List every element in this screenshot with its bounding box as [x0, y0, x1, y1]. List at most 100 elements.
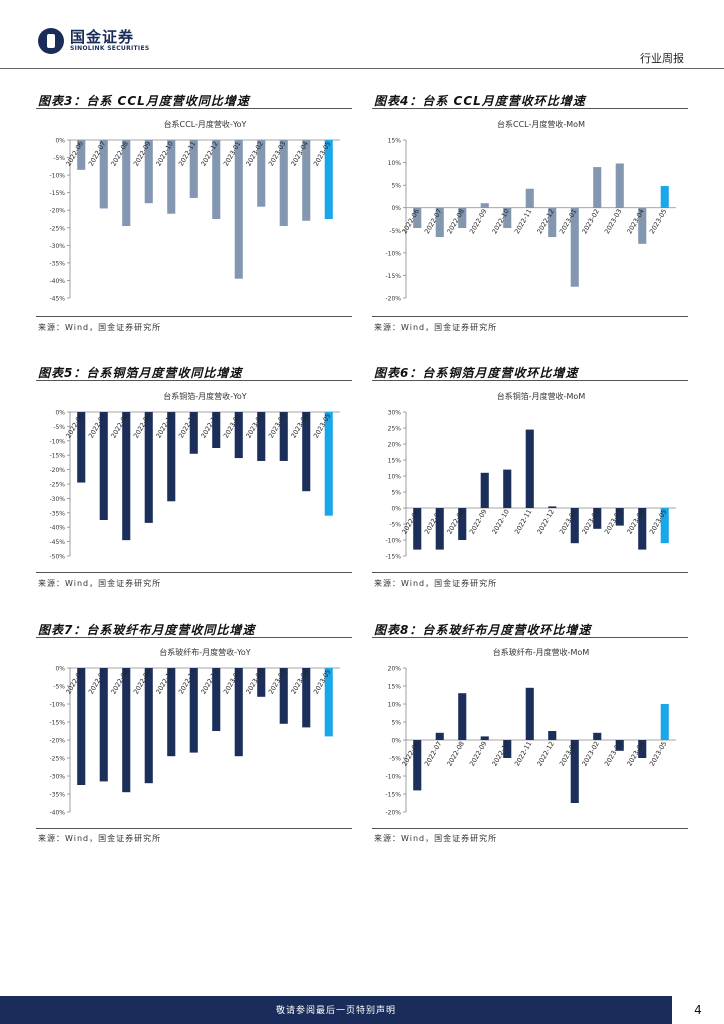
bar-2023-01 [570, 740, 579, 803]
figure-3-chart: 台系CCL-月度营收-YoY -45% -40% -35% -30% -25% -20% -1… [49, 119, 340, 303]
figure-5-source-line [36, 572, 352, 573]
y-tick-label: -35% [49, 510, 65, 517]
bar-2022-09 [144, 668, 153, 784]
y-tick-label: -45% [49, 296, 65, 303]
bar-2022-09 [480, 736, 489, 740]
bar-2023-05 [324, 668, 333, 737]
x-tick-label: 2022-09 [468, 740, 489, 768]
bar-2022-06 [413, 740, 422, 791]
figure-8-source-line [372, 828, 688, 829]
figure-7-title: 图表7：台系玻纤布月度营收同比增速 [38, 623, 256, 637]
bar-2022-08 [458, 693, 467, 740]
figure-4-title: 图表4：台系 CCL月度营收环比增速 [374, 94, 586, 108]
bar-2022-08 [458, 508, 467, 540]
bar-2022-08 [458, 207, 467, 229]
bar-2022-10 [167, 412, 176, 502]
bar-2022-10 [167, 140, 176, 214]
y-tick-label: -10% [49, 173, 65, 180]
chart-title: 台系CCL-月度营收-MoM [497, 119, 585, 129]
bar-2022-07 [99, 412, 108, 520]
bar-2022-12 [548, 207, 557, 238]
bar-2022-11 [525, 188, 534, 208]
figure-8-source: 来源：Wind，国金证券研究所 [374, 834, 498, 843]
bar-2023-04 [302, 412, 311, 492]
y-tick-label: -20% [49, 738, 65, 745]
figure-8-title: 图表8：台系玻纤布月度营收环比增速 [374, 623, 592, 637]
y-tick-label: -5% [53, 684, 65, 691]
header-divider [0, 68, 724, 69]
y-tick-label: -10% [49, 702, 65, 709]
sinolink-logo-icon [38, 28, 64, 54]
figure-3-title-line [36, 108, 352, 109]
y-tick-label: -15% [385, 273, 401, 280]
bar-2022-11 [525, 687, 534, 740]
brand-logo: 国金证券 SINOLINK SECURITIES [38, 28, 149, 54]
bar-2022-07 [99, 668, 108, 782]
bar-2023-02 [593, 508, 602, 529]
x-tick-label: 2022-08 [445, 740, 466, 768]
bar-2023-04 [302, 668, 311, 728]
y-tick-label: -15% [385, 792, 401, 799]
figure-4-title-line [372, 108, 688, 109]
figure-5-title-line [36, 380, 352, 381]
x-tick-label: 2022-07 [423, 740, 444, 768]
bar-2023-04 [638, 740, 647, 758]
bar-2022-07 [435, 508, 444, 550]
bar-2023-03 [615, 163, 624, 208]
chart-title: 台系玻纤布-月度营收-YoY [159, 647, 250, 657]
bar-2022-12 [548, 731, 557, 740]
x-tick-label: 2023-05 [648, 208, 669, 236]
bar-2023-03 [615, 508, 624, 526]
bar-2023-05 [324, 412, 333, 516]
y-tick-label: 5% [391, 183, 401, 190]
chart-title: 台系玻纤布-月度营收-MoM [493, 647, 590, 657]
bar-2022-11 [189, 668, 198, 753]
bar-2023-02 [593, 167, 602, 208]
bar-2022-12 [212, 668, 221, 731]
figure-6-source-line [372, 572, 688, 573]
y-tick-label: 0% [55, 138, 65, 145]
x-tick-label: 2022-09 [468, 208, 489, 236]
bar-2022-07 [435, 732, 444, 740]
bar-2022-12 [548, 506, 557, 508]
y-tick-label: -50% [49, 554, 65, 561]
x-tick-label: 2022-09 [468, 508, 489, 536]
bar-2023-01 [234, 668, 243, 757]
page-number: 4 [694, 1003, 702, 1017]
bar-2022-07 [99, 140, 108, 209]
bar-2022-09 [480, 472, 489, 508]
x-tick-label: 2022-11 [513, 208, 534, 236]
bar-2023-04 [302, 140, 311, 221]
y-tick-label: 10% [388, 474, 402, 481]
y-tick-label: -10% [385, 250, 401, 257]
bar-2022-11 [189, 140, 198, 198]
figure-6-title-line [372, 380, 688, 381]
y-tick-label: 5% [391, 720, 401, 727]
bar-2022-08 [122, 412, 131, 541]
bar-2023-04 [638, 508, 647, 550]
y-tick-label: 0% [391, 205, 401, 212]
x-tick-label: 2022-10 [490, 508, 511, 536]
bar-2023-02 [257, 140, 266, 207]
figure-3-source: 来源：Wind，国金证券研究所 [38, 323, 162, 332]
y-tick-label: 5% [391, 490, 401, 497]
y-tick-label: -20% [385, 296, 401, 303]
y-tick-label: -10% [49, 438, 65, 445]
bar-2022-09 [480, 203, 489, 208]
bar-2022-06 [77, 412, 86, 483]
y-tick-label: 30% [388, 410, 402, 417]
bar-2023-01 [570, 508, 579, 544]
bar-2022-06 [77, 668, 86, 785]
y-tick-label: 0% [55, 410, 65, 417]
y-tick-label: -25% [49, 225, 65, 232]
x-tick-label: 2022-12 [535, 508, 556, 536]
bar-2023-02 [593, 732, 602, 740]
y-tick-label: 10% [388, 160, 402, 167]
x-tick-label: 2022-11 [513, 508, 534, 536]
y-tick-label: 15% [388, 138, 402, 145]
bar-2022-10 [503, 469, 512, 508]
figure-6-chart: 台系铜箔-月度营收-MoM -15% -10% -5% 0% 5% 10% 15% 20% 25%… [385, 391, 676, 561]
chart-title: 台系铜箔-月度营收-YoY [163, 391, 246, 401]
brand-name-en: SINOLINK SECURITIES [70, 45, 150, 52]
bar-2023-02 [257, 668, 266, 697]
